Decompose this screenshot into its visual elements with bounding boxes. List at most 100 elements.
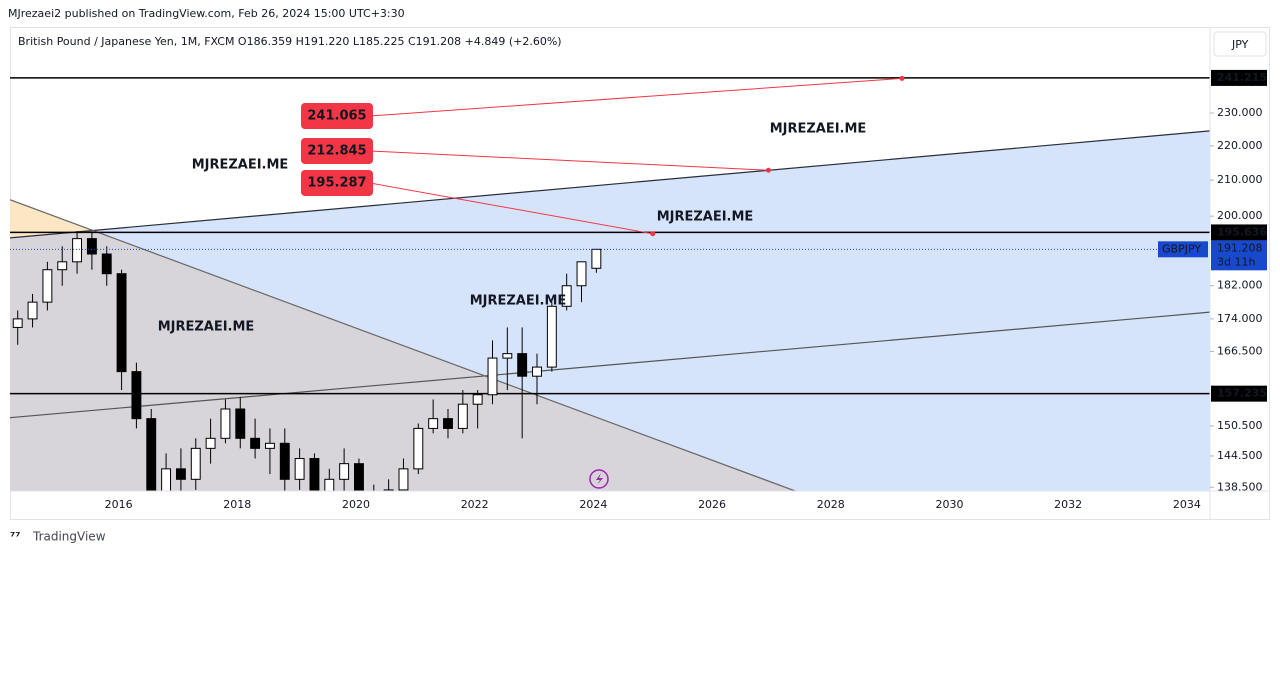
- x-tick-label: 2016: [105, 498, 133, 511]
- candle-body: [146, 418, 157, 491]
- symbol-label: GBPJPY: [1162, 242, 1201, 255]
- candle-body: [12, 318, 23, 328]
- target-label: 195.287: [307, 176, 366, 191]
- x-tick-label: 2024: [579, 498, 607, 511]
- price-label-bg: [1211, 385, 1267, 402]
- candle-body: [457, 403, 468, 429]
- candle-body: [576, 261, 587, 287]
- trendline: [10, 130, 1210, 239]
- candle-body: [294, 458, 305, 480]
- y-tick-label: 166.500: [1217, 344, 1263, 357]
- price-label: 157.235: [1217, 387, 1267, 400]
- y-tick-label: 230.000: [1217, 106, 1263, 119]
- candle-body: [309, 458, 320, 491]
- y-tick-label: 144.500: [1217, 449, 1263, 462]
- target-point: [765, 167, 771, 173]
- last-price: 191.208: [1217, 241, 1263, 254]
- trendline: [10, 199, 796, 491]
- candle-body: [220, 408, 231, 439]
- watermark: MJREZAEI.ME: [770, 122, 867, 137]
- candle-body: [339, 463, 350, 480]
- wedge-fill: [10, 199, 93, 238]
- countdown: 3d 11h: [1217, 255, 1255, 268]
- candle-body: [116, 273, 127, 373]
- event-icon-bolt: [596, 473, 603, 485]
- candle-body: [398, 468, 409, 491]
- y-tick-label: 200.000: [1217, 209, 1263, 222]
- published-line: MJrezaei2 published on TradingView.com, …: [8, 7, 405, 20]
- candle-body: [57, 261, 68, 271]
- x-tick-label: 2030: [935, 498, 963, 511]
- candle-body: [131, 371, 142, 420]
- target-label: 212.845: [307, 144, 366, 159]
- candle-body: [383, 489, 394, 491]
- chart-title: British Pound / Japanese Yen, 1M, FXCM O…: [18, 35, 562, 48]
- candle-body: [175, 468, 186, 480]
- candle-body: [161, 468, 172, 491]
- price-label-bg: [1211, 69, 1267, 86]
- x-tick-label: 2026: [698, 498, 726, 511]
- x-tick-label: 2028: [817, 498, 845, 511]
- x-tick-label: 2022: [461, 498, 489, 511]
- currency: JPY: [1231, 38, 1249, 51]
- candle-body: [205, 437, 216, 449]
- target-label: 241.065: [307, 109, 366, 124]
- candle-body: [324, 478, 335, 491]
- price-label-bg: [1211, 224, 1267, 241]
- candle-body: [279, 442, 290, 480]
- candle-body: [443, 418, 453, 429]
- y-tick-label: 174.000: [1217, 312, 1263, 325]
- target-point: [650, 231, 656, 237]
- candle-body: [72, 238, 83, 263]
- y-tick-label: 220.000: [1217, 139, 1263, 152]
- target-line: [369, 150, 769, 171]
- watermark: MJREZAEI.ME: [470, 294, 567, 309]
- candle-body: [101, 253, 112, 275]
- x-tick-label: 2020: [342, 498, 370, 511]
- candle-body: [250, 437, 261, 449]
- candle-body: [472, 394, 483, 405]
- candle-body: [502, 353, 513, 359]
- x-tick-label: 2018: [223, 498, 251, 511]
- candle-body: [591, 248, 602, 269]
- candle-body: [487, 357, 498, 396]
- target-box: [301, 103, 373, 129]
- watermark: MJREZAEI.ME: [192, 158, 289, 173]
- x-tick-label: 2034: [1173, 498, 1201, 511]
- candle-body: [532, 366, 542, 377]
- y-tick-label: 150.500: [1217, 419, 1263, 432]
- event-icon[interactable]: [589, 469, 609, 489]
- target-box: [301, 138, 373, 164]
- last-price-bg: [1211, 240, 1267, 271]
- watermark: MJREZAEI.ME: [158, 320, 255, 335]
- candle-body: [27, 301, 38, 320]
- target-box: [301, 170, 373, 196]
- candle-body: [235, 408, 246, 439]
- triangle-fill: [10, 199, 796, 491]
- plot-area: [10, 77, 1210, 491]
- candle-body: [354, 463, 364, 491]
- tv-logo: ⁷⁷: [10, 530, 21, 544]
- trendline: [10, 311, 1210, 419]
- price-label: 195.636: [1217, 225, 1267, 238]
- y-tick-label: 210.000: [1217, 173, 1263, 186]
- target-line: [369, 182, 653, 235]
- symbol-label-bg: [1158, 241, 1208, 258]
- candle-body: [428, 418, 439, 429]
- candle-body: [86, 238, 97, 255]
- watermark: MJREZAEI.ME: [657, 210, 754, 225]
- y-tick-label: 182.000: [1217, 279, 1263, 292]
- brand: TradingView: [32, 530, 106, 544]
- target-point: [899, 75, 905, 81]
- price-label: 241.215: [1217, 71, 1267, 84]
- candle-body: [264, 442, 275, 449]
- candle-body: [561, 285, 572, 307]
- candle-body: [546, 305, 557, 368]
- x-tick-label: 2032: [1054, 498, 1082, 511]
- target-line: [369, 77, 903, 117]
- y-tick-label: 138.500: [1217, 480, 1263, 493]
- currency-button[interactable]: [1213, 31, 1267, 57]
- candle-body: [413, 427, 424, 470]
- candle-body: [42, 269, 53, 303]
